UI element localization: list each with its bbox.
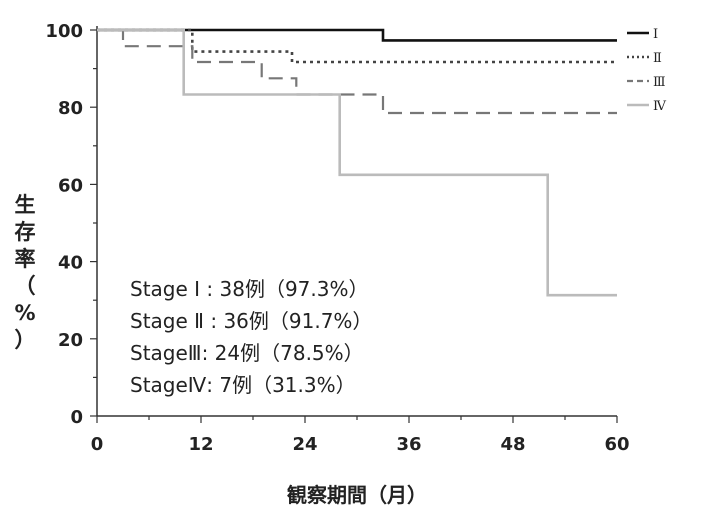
annotations: Stage Ⅰ : 38例（97.3%） Stage Ⅱ : 36例（91.7%）…	[130, 277, 372, 397]
x-tick-label: 36	[396, 434, 421, 455]
y-axis-title-char: 生	[15, 193, 36, 217]
x-axis-title: 観察期間（月）	[287, 483, 427, 507]
stage-summary-text: StageⅢ: 24例（78.5%）	[130, 341, 364, 365]
axes: 0 20 40 60 80 100 0 12 24 36 48 60	[45, 21, 629, 455]
y-tick-label: 40	[58, 253, 83, 274]
x-tick-label: 24	[292, 434, 317, 455]
x-tick-label: 48	[500, 434, 525, 455]
legend-label: Ⅲ	[653, 75, 666, 90]
stage-summary-text: Stage Ⅱ : 36例（91.7%）	[130, 309, 372, 333]
y-tick-label: 60	[58, 175, 83, 196]
y-axis-title-char: 存	[15, 220, 36, 244]
y-axis-title-char: ）	[15, 328, 36, 352]
legend-label: Ⅱ	[653, 51, 662, 66]
axis-labels: 観察期間（月） 生存率 （% ）	[14, 193, 427, 507]
y-tick-label: 20	[58, 330, 83, 351]
series-line-4	[97, 28, 617, 297]
series-line-1	[97, 28, 617, 42]
series-layer	[97, 28, 617, 297]
x-tick-label: 60	[604, 434, 629, 455]
x-tick-label: 0	[91, 434, 104, 455]
stage-summary-text: StageⅣ: 7例（31.3%）	[130, 373, 356, 397]
y-axis-title-char: %	[14, 301, 35, 325]
y-axis-title-char: （	[15, 274, 36, 298]
y-tick-label: 80	[58, 98, 83, 119]
y-tick-label: 0	[70, 407, 83, 428]
x-tick-label: 12	[188, 434, 213, 455]
legend: I Ⅱ Ⅲ Ⅳ	[627, 27, 667, 114]
y-tick-label: 100	[45, 21, 83, 42]
y-axis-title-char: 率	[15, 247, 36, 271]
series-line-3	[97, 28, 617, 115]
legend-label: Ⅳ	[653, 99, 667, 114]
y-axis-title: 生存率 （% ）	[14, 193, 35, 352]
stage-summary-text: Stage Ⅰ : 38例（97.3%）	[130, 277, 369, 301]
legend-label: I	[653, 27, 658, 42]
